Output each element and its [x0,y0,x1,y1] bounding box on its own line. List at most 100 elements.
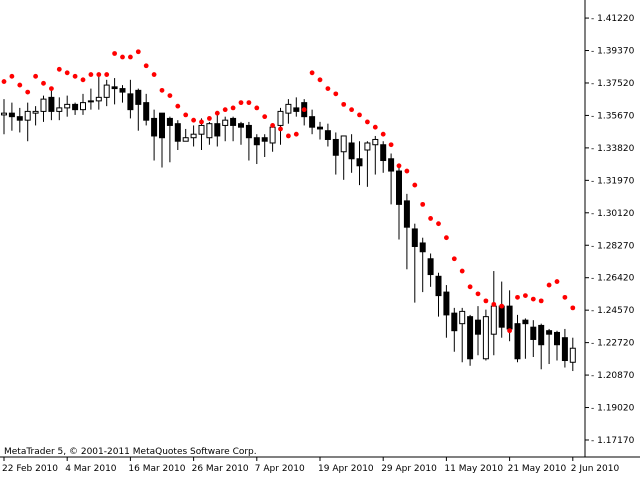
candle-body-bear [451,312,458,332]
candle-body-bear [522,319,529,325]
sar-dot [96,72,102,77]
sar-dot [570,305,576,311]
candle-body-bull [1,112,7,116]
candle-body-bear [561,337,568,362]
candle-body-bull [569,347,576,363]
sar-dot [523,293,528,299]
sar-dot [127,54,133,60]
candle-body-bear [475,319,481,335]
sar-dot [412,182,418,188]
sar-dot [357,112,362,118]
sar-dot [230,105,236,111]
sar-dot [207,116,212,121]
candle-body-bear [498,305,505,328]
price-tick-label: - 1.37520 [591,79,635,89]
candle-body-bear [166,117,173,126]
sar-dot [428,216,433,221]
sar-dot [33,73,38,79]
candle-body-bull [222,119,229,126]
price-tick-label: - 1.30120 [591,209,635,219]
candle-body-bear [356,158,363,167]
candle-body-bear [16,116,23,121]
sar-dot [554,279,560,284]
candle-body-bull [103,84,110,98]
candle-body-bear [403,200,410,228]
price-tick-label: - 1.41220 [591,14,635,24]
candle-body-bear [396,170,402,205]
candle-body-bull [95,96,102,102]
sar-dot [507,328,512,334]
candle-body-bear [530,326,537,340]
candle-body-bull [80,102,86,111]
sar-dot [372,124,378,130]
time-tick-label: 16 Mar 2010 [128,464,185,474]
sar-dot [341,101,347,107]
candle-body-bear [245,124,252,139]
sar-dot [301,107,307,113]
candle-body-bull [24,110,31,121]
sar-dots-group [1,49,576,334]
candle-body-bear [324,130,331,140]
sar-dot [143,63,149,69]
candle-body-bull [56,107,63,112]
price-tick-label: - 1.20870 [591,371,635,381]
candle-body-bear [111,86,118,90]
sar-dot [88,72,94,77]
sar-dot [112,51,117,56]
candle-body-bear [538,324,545,346]
sar-dot [80,77,86,83]
candle-body-bull [206,123,213,139]
sar-dot [159,87,165,93]
sar-dot [222,107,228,113]
candle-body-bear [72,103,79,111]
time-tick-label: 22 Feb 2010 [2,464,58,474]
sar-dot [56,66,62,72]
candle-body-bull [32,110,39,114]
time-tick-label: 4 Mar 2010 [65,464,117,474]
time-tick-label: 29 Apr 2010 [381,464,437,474]
sar-dot [444,235,449,241]
candle-body-bear [309,116,316,128]
price-tick-label: - 1.22720 [591,339,635,349]
sar-dot [538,298,544,304]
sar-dot [262,114,268,120]
sar-dot [72,73,78,79]
candle-body-bear [388,158,395,172]
sar-dot [151,72,157,77]
sar-dot [270,123,275,128]
price-tick-label: - 1.19020 [591,404,635,414]
sar-dot [380,131,386,137]
time-tick-label: 7 Apr 2010 [255,464,305,474]
candle-body-bear [261,137,268,142]
time-tick-label: 19 Apr 2010 [318,464,374,474]
candle-body-bull [269,126,276,144]
sar-dot [1,79,7,84]
sar-dot [333,91,339,97]
sar-dot [120,54,125,60]
sar-dot [309,70,315,76]
sar-dot [459,268,465,274]
price-tick-label: - 1.35670 [591,111,635,121]
sar-dot [167,93,173,99]
price-tick-label: - 1.28270 [591,241,635,251]
sar-dot [475,291,481,297]
candle-body-bear [135,89,142,105]
price-tick-label: - 1.39370 [591,47,635,57]
candle-body-bear [214,123,221,137]
sar-dot [562,294,568,300]
sar-dot [467,284,473,290]
sar-dot [436,221,441,227]
candle-body-bear [127,93,134,111]
sar-dot [365,119,370,125]
price-axis: - 1.41220 - 1.39370 - 1.37520 - 1.35670 - 1.… [585,14,635,446]
candle-body-bull [277,110,284,126]
price-tick-label: - 1.31970 [591,176,635,186]
sar-dot [191,117,197,123]
sar-dot [49,86,54,91]
candle-body-bull [87,100,94,103]
candle-body-bull [198,124,205,135]
candle-body-bear [48,96,55,112]
sar-dot [238,100,244,106]
candle-body-bear [514,323,521,360]
